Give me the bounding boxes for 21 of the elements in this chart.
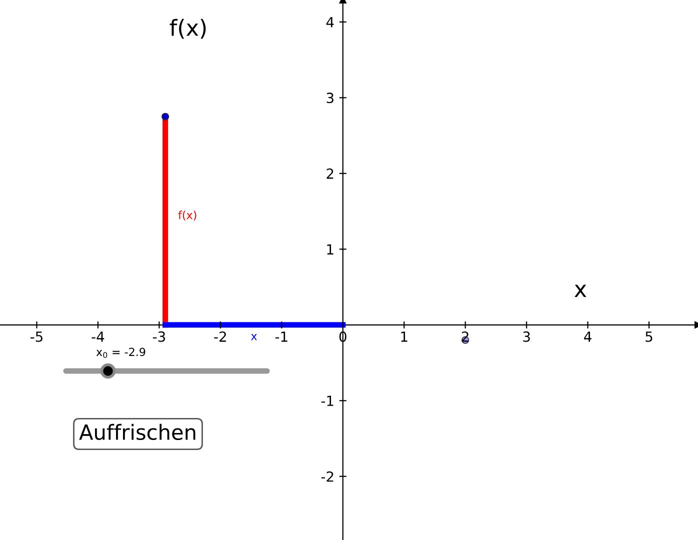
x-tick-label: 5 [646,332,652,342]
x-tick-label: -2 [214,331,226,342]
x-tick-label: -4 [92,332,104,342]
x-tick-label: 1 [401,332,408,342]
annotation: f(x) [178,210,196,221]
x-tick-label: 4 [584,332,592,342]
x-tick-label: -3 [152,331,166,342]
annotation: Auffrischen [79,424,196,440]
y-tick-label: 2 [326,168,334,179]
x-tick-label: 3 [523,331,530,342]
annotation: x$_{0}$ = -2.9 [96,348,146,358]
y-tick-label: 3 [326,92,334,104]
x-tick-label: -5 [30,332,42,342]
y-axis-title: f(x) [170,18,206,39]
y-tick-label: 1 [327,244,334,254]
y-tick-label: 4 [326,17,334,28]
annotation: x [251,334,257,340]
y-tick-label: -2 [321,471,334,482]
x-tick-label: -1 [275,332,288,342]
x-axis-title: x [574,284,586,297]
y-tick-label: -1 [321,396,334,406]
